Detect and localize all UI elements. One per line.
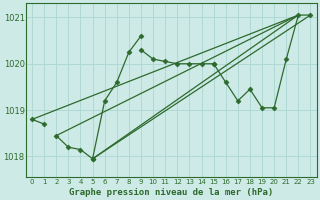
X-axis label: Graphe pression niveau de la mer (hPa): Graphe pression niveau de la mer (hPa) (69, 188, 273, 197)
